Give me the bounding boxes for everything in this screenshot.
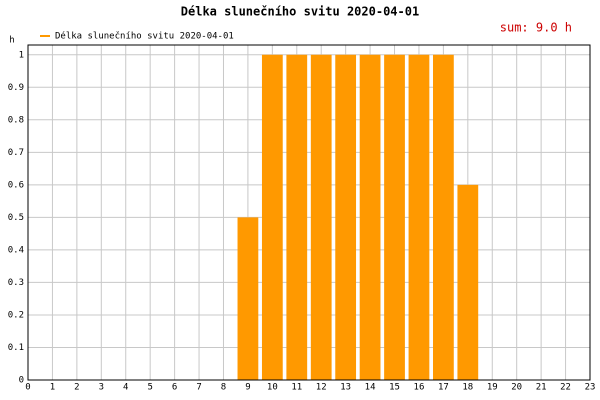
x-tick-label: 10 <box>267 383 278 393</box>
y-tick-label: 1 <box>19 50 24 60</box>
x-tick-label: 20 <box>511 383 522 393</box>
x-tick-label: 1 <box>50 383 55 393</box>
bar <box>384 54 405 380</box>
x-tick-label: 9 <box>245 383 250 393</box>
x-tick-label: 0 <box>25 383 30 393</box>
bar <box>310 54 332 380</box>
x-tick-label: 13 <box>340 383 351 393</box>
y-tick-label: 0 <box>19 376 24 386</box>
x-tick-label: 19 <box>487 383 498 393</box>
bar <box>433 54 454 380</box>
x-tick-label: 11 <box>291 383 302 393</box>
x-tick-label: 4 <box>123 383 128 393</box>
y-tick-label: 0.5 <box>8 213 24 223</box>
y-tick-label: 0.7 <box>8 148 24 158</box>
bar <box>261 54 283 380</box>
x-tick-label: 23 <box>585 383 596 393</box>
x-tick-label: 6 <box>172 383 177 393</box>
x-tick-label: 5 <box>147 383 152 393</box>
sum-annotation: sum: 9.0 h <box>500 21 572 35</box>
x-tick-label: 17 <box>438 383 449 393</box>
x-tick-label: 21 <box>536 383 547 393</box>
bar <box>237 217 259 380</box>
plot-frame <box>27 44 591 381</box>
y-tick-label: 0.3 <box>8 278 24 288</box>
x-tick-label: 14 <box>365 383 376 393</box>
chart-title: Délka slunečního svitu 2020-04-01 <box>181 5 419 19</box>
y-tick-label: 0.8 <box>8 115 24 125</box>
bar <box>335 54 357 380</box>
bar <box>359 54 381 380</box>
x-tick-label: 3 <box>99 383 104 393</box>
bar <box>286 54 308 380</box>
y-tick-label: 0.9 <box>8 83 24 93</box>
x-tick-label: 8 <box>221 383 226 393</box>
x-tick-label: 2 <box>74 383 79 393</box>
x-tick-label: 15 <box>389 383 400 393</box>
bar <box>408 54 430 380</box>
y-axis-label: h <box>9 36 14 46</box>
x-tick-label: 12 <box>316 383 327 393</box>
x-tick-label: 22 <box>560 383 571 393</box>
legend-label: Délka slunečního svitu 2020-04-01 <box>55 31 234 42</box>
y-tick-label: 0.4 <box>8 245 24 255</box>
x-tick-label: 18 <box>462 383 473 393</box>
y-tick-label: 0.6 <box>8 180 24 190</box>
y-tick-label: 0.1 <box>8 343 24 353</box>
y-tick-label: 0.2 <box>8 310 24 320</box>
x-tick-label: 16 <box>414 383 425 393</box>
x-tick-label: 7 <box>196 383 201 393</box>
bar <box>457 184 479 380</box>
